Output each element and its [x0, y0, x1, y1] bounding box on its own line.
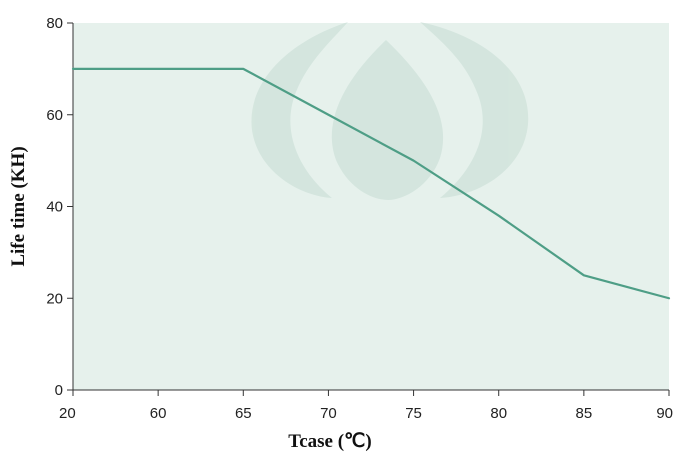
- y-axis-label: Life time (KH): [8, 146, 29, 266]
- life-time-line: [71, 67, 671, 300]
- y-tick-label: 40: [46, 199, 63, 216]
- x-tick-label: 90: [656, 405, 673, 422]
- x-tick-label: 85: [576, 405, 593, 422]
- x-axis-ticks: 20 60 65 70 75 80 85 90: [59, 390, 673, 422]
- x-tick-label: 60: [150, 405, 167, 422]
- x-tick-label: 65: [235, 405, 252, 422]
- x-tick-label: 80: [490, 405, 507, 422]
- y-tick-label: 60: [46, 107, 63, 124]
- watermark-logo: [251, 22, 529, 200]
- y-tick-label: 0: [55, 382, 63, 399]
- watermark-right-leaf: [420, 22, 529, 198]
- series-group: [71, 67, 671, 300]
- x-tick-label: 70: [320, 405, 337, 422]
- y-tick-label: 20: [46, 290, 63, 307]
- watermark-center-drop: [331, 40, 444, 200]
- x-tick-label: 20: [59, 405, 76, 422]
- y-axis-ticks: 0 20 40 60 80: [46, 15, 73, 399]
- x-tick-label: 75: [405, 405, 422, 422]
- watermark-left-leaf: [251, 22, 348, 198]
- x-axis-label: Tcase (℃): [288, 431, 371, 452]
- y-tick-label: 80: [46, 15, 63, 32]
